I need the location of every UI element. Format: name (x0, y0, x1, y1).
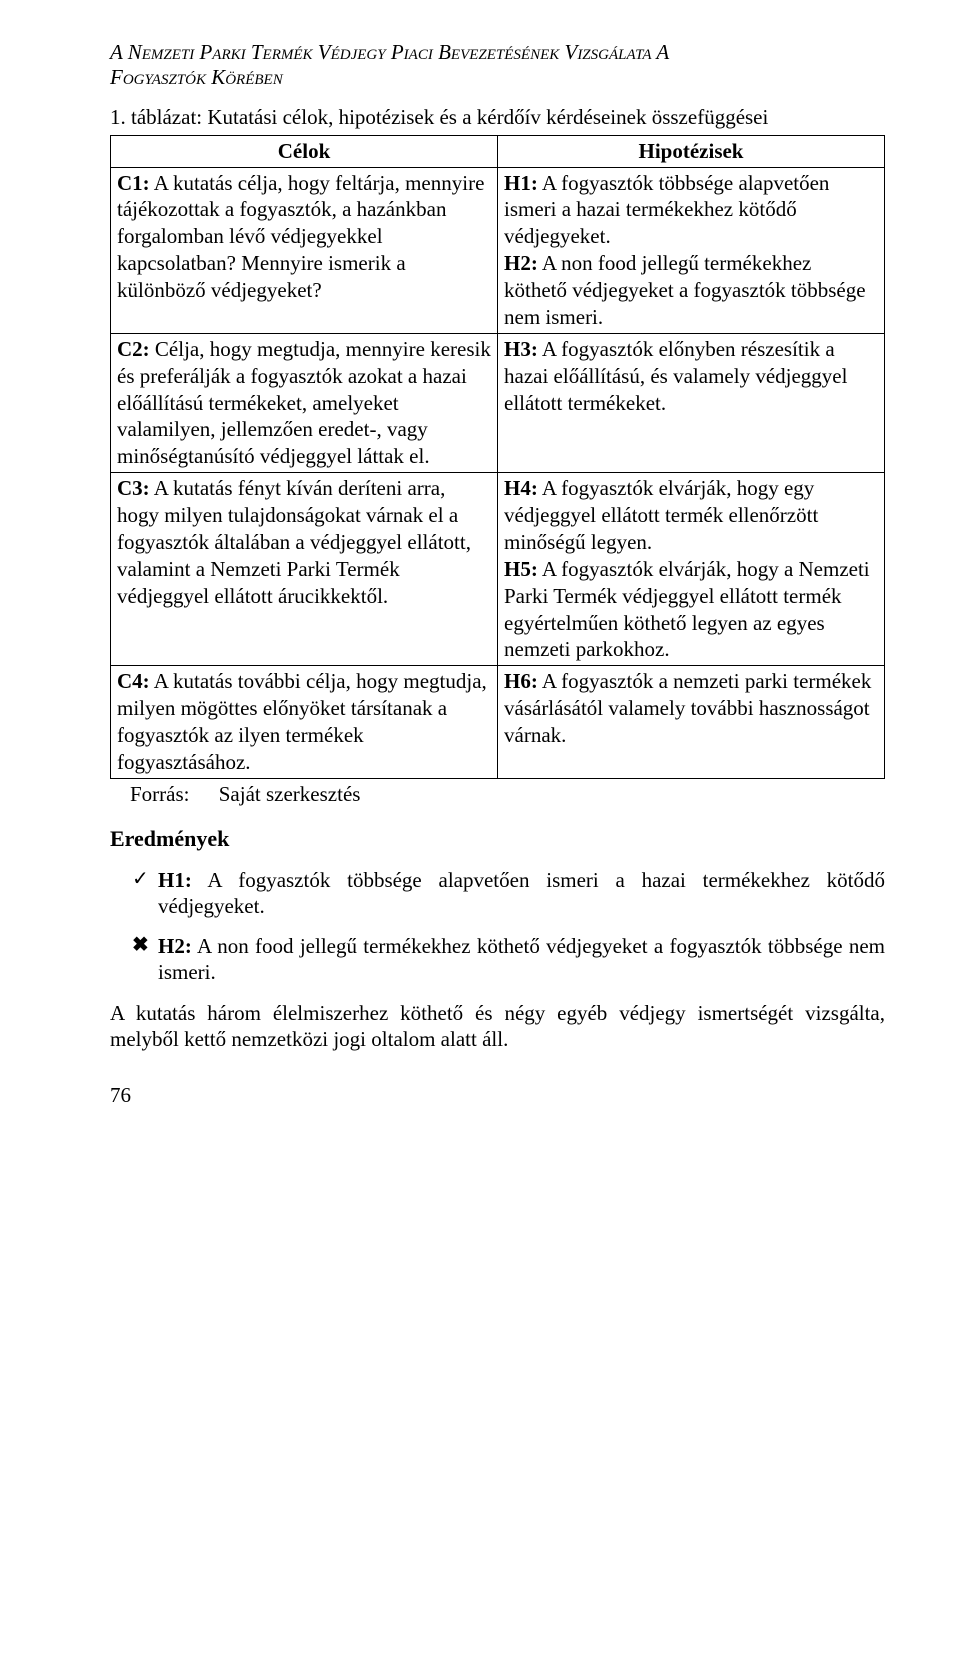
result-body: A fogyasztók többsége alapvetően ismeri … (158, 868, 885, 918)
table-header-row: Célok Hipotézisek (111, 135, 885, 167)
result-body: A non food jellegű termékekhez köthető v… (158, 934, 885, 984)
header-line-1: A Nemzeti Parki Termék Védjegy Piaci Bev… (110, 40, 669, 64)
hypothesis-text: A fogyasztók többsége alapvetően ismeri … (504, 171, 829, 249)
hypothesis-text: A fogyasztók a nemzeti parki termékek vá… (504, 669, 871, 747)
goal-cell: C4: A kutatás további célja, hogy megtud… (111, 666, 498, 779)
header-goals: Célok (111, 135, 498, 167)
goal-text: A kutatás célja, hogy feltárja, mennyire… (117, 171, 484, 303)
goal-cell: C1: A kutatás célja, hogy feltárja, menn… (111, 167, 498, 333)
hypothesis-code: H3: (504, 337, 538, 361)
result-item: ✖H2: A non food jellegű termékekhez köth… (132, 933, 885, 986)
result-text: H2: A non food jellegű termékekhez köthe… (158, 933, 885, 986)
result-text: H1: A fogyasztók többsége alapvetően ism… (158, 867, 885, 920)
hypothesis-code: H4: (504, 476, 538, 500)
hypothesis-code: H2: (504, 251, 538, 275)
table-row: C1: A kutatás célja, hogy feltárja, menn… (111, 167, 885, 333)
goals-hypotheses-table: Célok Hipotézisek C1: A kutatás célja, h… (110, 135, 885, 779)
header-hypotheses: Hipotézisek (498, 135, 885, 167)
header-line-2: Fogyasztók Körében (110, 65, 283, 89)
hypothesis-cell: H3: A fogyasztók előnyben részesítik a h… (498, 333, 885, 472)
hypothesis-cell: H1: A fogyasztók többsége alapvetően ism… (498, 167, 885, 333)
results-list: ✓H1: A fogyasztók többsége alapvetően is… (110, 867, 885, 986)
goal-code: C1: (117, 171, 150, 195)
goal-text: Célja, hogy megtudja, mennyire keresik é… (117, 337, 491, 469)
result-code: H1: (158, 868, 192, 892)
hypothesis-text: A non food jellegű termékekhez köthető v… (504, 251, 866, 329)
hypothesis-code: H6: (504, 669, 538, 693)
hypothesis-text: A fogyasztók előnyben részesítik a hazai… (504, 337, 847, 415)
hypothesis-code: H5: (504, 557, 538, 581)
result-item: ✓H1: A fogyasztók többsége alapvetően is… (132, 867, 885, 920)
goal-text: A kutatás fényt kíván deríteni arra, hog… (117, 476, 471, 608)
goal-code: C4: (117, 669, 150, 693)
goal-code: C2: (117, 337, 150, 361)
hypothesis-code: H1: (504, 171, 538, 195)
page-number: 76 (110, 1082, 885, 1108)
table-caption: 1. táblázat: Kutatási célok, hipotézisek… (110, 104, 885, 130)
hypothesis-cell: H6: A fogyasztók a nemzeti parki terméke… (498, 666, 885, 779)
result-code: H2: (158, 934, 192, 958)
table-source: Forrás: Saját szerkesztés (130, 781, 885, 807)
table-row: C3: A kutatás fényt kíván deríteni arra,… (111, 473, 885, 666)
source-label: Forrás: (130, 781, 190, 807)
page-header: A Nemzeti Parki Termék Védjegy Piaci Bev… (110, 40, 885, 90)
body-paragraph: A kutatás három élelmiszerhez köthető és… (110, 1000, 885, 1053)
source-value: Saját szerkesztés (219, 782, 361, 806)
check-icon: ✓ (132, 867, 158, 920)
hypothesis-text: A fogyasztók elvárják, hogy a Nemzeti Pa… (504, 557, 870, 662)
results-heading: Eredmények (110, 825, 885, 853)
table-row: C2: Célja, hogy megtudja, mennyire keres… (111, 333, 885, 472)
hypothesis-cell: H4: A fogyasztók elvárják, hogy egy védj… (498, 473, 885, 666)
goal-code: C3: (117, 476, 150, 500)
goal-cell: C3: A kutatás fényt kíván deríteni arra,… (111, 473, 498, 666)
hypothesis-text: A fogyasztók elvárják, hogy egy védjeggy… (504, 476, 818, 554)
table-row: C4: A kutatás további célja, hogy megtud… (111, 666, 885, 779)
cross-icon: ✖ (132, 933, 158, 986)
goal-cell: C2: Célja, hogy megtudja, mennyire keres… (111, 333, 498, 472)
goal-text: A kutatás további célja, hogy megtudja, … (117, 669, 487, 774)
